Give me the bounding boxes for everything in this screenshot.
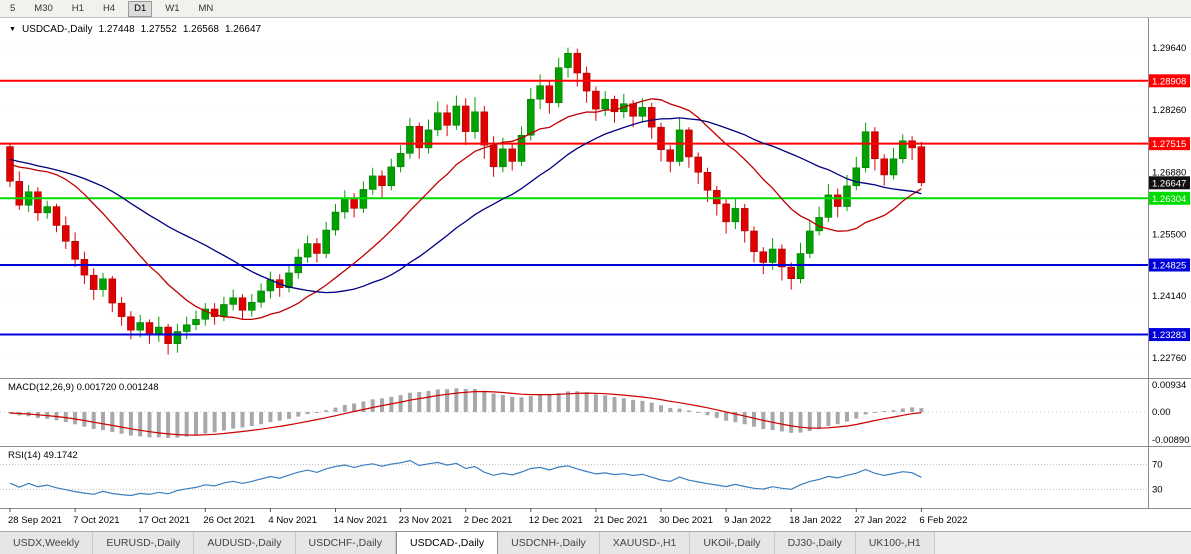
macd-label: MACD(12,26,9) 0.001720 0.001248 xyxy=(8,382,159,393)
svg-text:27 Jan 2022: 27 Jan 2022 xyxy=(854,515,906,526)
rsi-level-label-70: 70 xyxy=(1152,460,1163,471)
price-badge-resistance: 1.28908 xyxy=(1149,74,1190,88)
rsi-line xyxy=(9,459,922,497)
chart-symbol-label: USDCAD-,Daily xyxy=(21,24,93,35)
date-axis: 28 Sep 2021 7 Oct 2021 17 Oct 2021 26 Oct 2… xyxy=(8,508,967,526)
svg-text:1.28260: 1.28260 xyxy=(1152,105,1186,116)
ma-slow-line xyxy=(9,117,922,294)
macd-axis-min: -0.00890 xyxy=(1152,435,1190,446)
chart-tab-ukoil-daily[interactable]: UKOil-,Daily xyxy=(690,532,775,554)
price-badge-support: 1.23283 xyxy=(1149,328,1190,342)
svg-text:1.24140: 1.24140 xyxy=(1152,291,1186,302)
period-button-w1[interactable]: W1 xyxy=(165,2,180,14)
chart-tab-eurusd-daily[interactable]: EURUSD-,Daily xyxy=(93,532,195,554)
svg-text:6 Feb 2022: 6 Feb 2022 xyxy=(919,515,967,526)
period-button-d1[interactable]: D1 xyxy=(128,0,153,17)
svg-text:18 Jan 2022: 18 Jan 2022 xyxy=(789,515,841,526)
svg-text:14 Nov 2021: 14 Nov 2021 xyxy=(334,515,388,526)
svg-text:1.27515: 1.27515 xyxy=(1152,139,1186,150)
chart-tab-xauusd-h1[interactable]: XAUUSD-,H1 xyxy=(599,532,691,554)
svg-text:21 Dec 2021: 21 Dec 2021 xyxy=(594,515,648,526)
ma-fast-line xyxy=(9,98,922,321)
svg-text:17 Oct 2021: 17 Oct 2021 xyxy=(138,515,190,526)
svg-text:1.26880: 1.26880 xyxy=(1152,167,1186,178)
macd-axis-zero: 0.00 xyxy=(1152,407,1171,418)
chart-tab-audusd-daily[interactable]: AUDUSD-,Daily xyxy=(194,532,296,554)
macd-axis-max: 0.00934 xyxy=(1152,380,1186,391)
svg-text:12 Dec 2021: 12 Dec 2021 xyxy=(529,515,583,526)
chart-ohlc-readout: ▼ USDCAD-,Daily 1.27448 1.27552 1.26568 … xyxy=(9,24,261,35)
svg-text:1.28908: 1.28908 xyxy=(1152,76,1186,87)
period-button-m30[interactable]: M30 xyxy=(34,2,53,14)
svg-text:7 Oct 2021: 7 Oct 2021 xyxy=(73,515,119,526)
price-gridlines xyxy=(0,47,1148,359)
svg-text:1.29640: 1.29640 xyxy=(1152,43,1186,54)
price-badge-support: 1.26304 xyxy=(1149,191,1190,205)
svg-text:1.22760: 1.22760 xyxy=(1152,353,1186,364)
ohlc-high-value: 1.27552 xyxy=(140,24,177,35)
chart-tab-dj30-daily[interactable]: DJ30-,Daily xyxy=(774,532,856,554)
svg-text:26 Oct 2021: 26 Oct 2021 xyxy=(203,515,255,526)
chart-tab-usdcnh-daily[interactable]: USDCNH-,Daily xyxy=(498,532,600,554)
chart-tab-uk100-h1[interactable]: UK100-,H1 xyxy=(855,532,935,554)
timeframe-toolbar: 5 M30 H1 H4 D1 W1 MN xyxy=(0,0,1191,18)
price-badge-resistance: 1.27515 xyxy=(1149,137,1190,151)
period-button-h1[interactable]: H1 xyxy=(71,2,84,14)
svg-text:30 Dec 2021: 30 Dec 2021 xyxy=(659,515,713,526)
rsi-label: RSI(14) 49.1742 xyxy=(8,450,78,461)
ohlc-low-value: 1.26568 xyxy=(182,24,219,35)
chart-tab-usdx-weekly[interactable]: USDX,Weekly xyxy=(0,532,94,554)
period-button-mn[interactable]: MN xyxy=(198,2,214,14)
period-button-h4[interactable]: H4 xyxy=(102,2,116,14)
chart-tabs-bar: USDX,Weekly EURUSD-,Daily AUDUSD-,Daily USD… xyxy=(0,531,1191,554)
chart-marker-icon: ▼ xyxy=(9,25,16,33)
chart-area[interactable]: ▼ USDCAD-,Daily 1.27448 1.27552 1.26568 … xyxy=(0,18,1191,531)
chart-tab-usdcad-daily[interactable]: USDCAD-,Daily xyxy=(396,531,499,554)
chart-tab-usdchf-daily[interactable]: USDCHF-,Daily xyxy=(295,532,397,554)
svg-text:28 Sep 2021: 28 Sep 2021 xyxy=(8,515,62,526)
chart-canvas[interactable]: 1.29640 1.28260 1.26880 1.25500 1.24140 1.227… xyxy=(0,18,1191,531)
macd-signal-line xyxy=(9,390,922,436)
svg-text:1.26647: 1.26647 xyxy=(1152,178,1186,189)
ohlc-close-value: 1.26647 xyxy=(224,24,262,35)
svg-text:2 Dec 2021: 2 Dec 2021 xyxy=(464,515,513,526)
ohlc-open-value: 1.27448 xyxy=(98,24,135,35)
svg-text:1.24825: 1.24825 xyxy=(1152,260,1186,271)
price-axis-labels: 1.29640 1.28260 1.26880 1.25500 1.24140 1.227… xyxy=(1152,43,1186,364)
rsi-level-label-30: 30 xyxy=(1152,484,1163,495)
svg-text:23 Nov 2021: 23 Nov 2021 xyxy=(399,515,453,526)
svg-text:1.26304: 1.26304 xyxy=(1152,194,1186,205)
svg-text:1.25500: 1.25500 xyxy=(1152,230,1186,241)
current-price-badge: 1.26647 xyxy=(1149,176,1190,190)
period-button-5[interactable]: 5 xyxy=(10,2,16,14)
price-badge-support: 1.24825 xyxy=(1149,258,1190,272)
svg-text:9 Jan 2022: 9 Jan 2022 xyxy=(724,515,771,526)
svg-text:1.23283: 1.23283 xyxy=(1152,330,1186,341)
svg-text:4 Nov 2021: 4 Nov 2021 xyxy=(268,515,317,526)
